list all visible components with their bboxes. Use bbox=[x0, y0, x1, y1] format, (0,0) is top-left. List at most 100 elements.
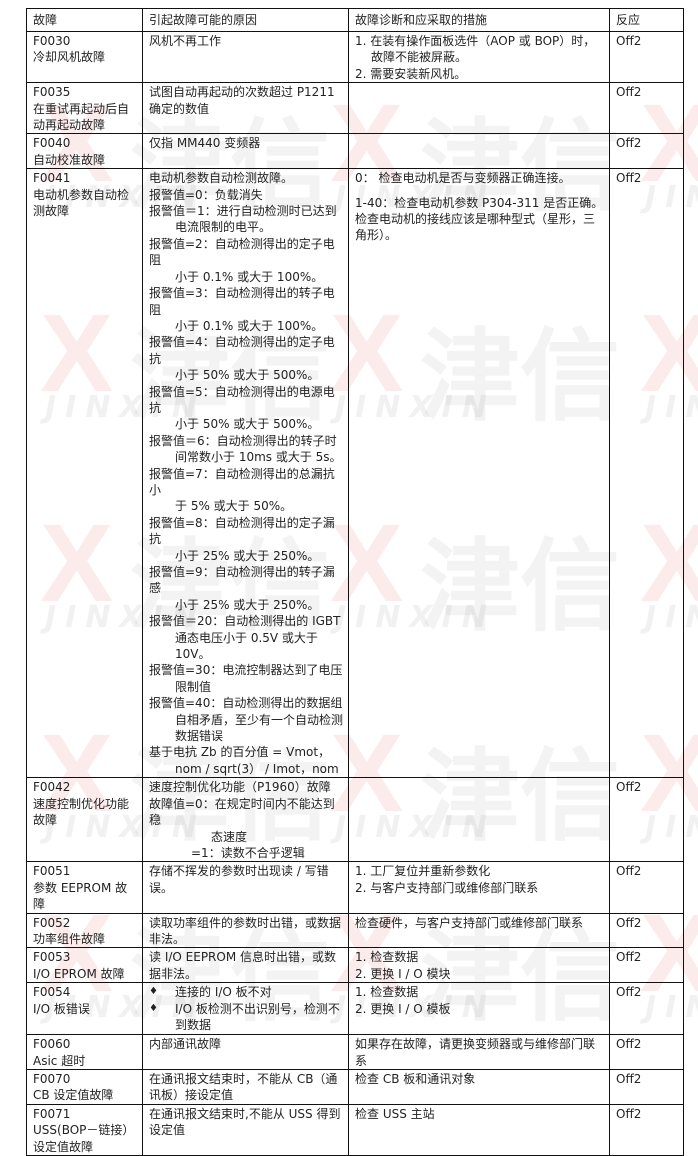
text-line: 自相矛盾，至少有一个自动检测 bbox=[175, 712, 344, 727]
reaction-value: Off2 bbox=[616, 950, 642, 965]
text-line: 电动机参数自动检测故障。 bbox=[149, 171, 294, 186]
table-row: F0042 速度控制优化功能 故障 速度控制优化功能（P1960）故障 故障值=0：在规… bbox=[26, 777, 684, 863]
text-line: 1. 工厂复位并重新参数化 bbox=[355, 864, 491, 879]
reaction-cell: Off2 bbox=[609, 777, 684, 863]
text-line: 报警值=2：自动检测得出的定子电阻 bbox=[149, 236, 335, 268]
fault-code: F0053 bbox=[33, 950, 71, 965]
table-row: F0030 冷却风机故障 风机不再工作 1. 在装有操作面板选件（AOP 或 BOP）… bbox=[26, 30, 684, 84]
header-reaction: 反应 bbox=[609, 8, 684, 32]
text-line: 报警值=3：自动检测得出的转子电阻 bbox=[149, 286, 335, 317]
fault-code: F0041 bbox=[33, 171, 71, 186]
bullet-item: ♦ 连接的 I/O 板不对 bbox=[149, 984, 343, 1000]
fault-code: F0042 bbox=[33, 780, 71, 795]
text-line: 据非法。 bbox=[149, 966, 198, 981]
reaction-cell: Off2 bbox=[609, 912, 684, 949]
bullet-item: ♦ I/O 板检测不出识别号，检测不 到数据 bbox=[149, 1001, 343, 1034]
text-line: 报警值=30：电流控制器达到了电压 bbox=[149, 663, 343, 678]
text-line: =1：读数不合乎逻辑 bbox=[191, 845, 305, 860]
cause-cell: 电动机参数自动检测故障。 报警值=0：负载消失 报警值＝1：进行自动检测时已达到 电流… bbox=[142, 168, 349, 779]
header-cause: 引起故障可能的原因 bbox=[142, 8, 349, 32]
text-line: 报警值=8：自动检测得出的定子漏抗 bbox=[149, 515, 335, 547]
text-line: 报警值=9：自动检测得出的转子漏感 bbox=[149, 565, 335, 596]
text-line: 态速度 bbox=[211, 829, 248, 844]
text-line: 系 bbox=[355, 1053, 368, 1068]
fault-name: 电动机参数自动检 bbox=[33, 187, 130, 202]
cause-cell: 在通讯报文结束时,不能从 USS 得到 设定值 bbox=[142, 1103, 349, 1156]
text-line: 仅指 MM440 变频器 bbox=[149, 136, 261, 151]
action-cell: 1. 在装有操作面板选件（AOP 或 BOP）时， 故障不能被屏蔽。 2. 需要安装… bbox=[348, 30, 610, 84]
text-line: 数据错误 bbox=[175, 729, 224, 744]
text-line: 角形）。 bbox=[355, 228, 398, 243]
reaction-cell: Off2 bbox=[609, 30, 684, 84]
fault-cell: F0060 Asic 超时 bbox=[26, 1034, 143, 1070]
fault-code: F0035 bbox=[33, 85, 71, 100]
fault-cell: F0051 参数 EEPROM 故障 bbox=[26, 861, 143, 914]
text-line: 2. 更换 I / O 模板 bbox=[355, 1001, 451, 1016]
cause-cell: 速度控制优化功能（P1960）故障 故障值=0：在规定时间内不能达到稳 态速度 =1：… bbox=[142, 777, 349, 863]
reaction-cell: Off2 bbox=[609, 82, 684, 135]
diamond-bullet-icon: ♦ bbox=[149, 986, 158, 998]
text-line: 2. 与客户支持部门或维修部门联系 bbox=[355, 880, 539, 895]
table-row: F0052 功率组件故障 读取功率组件的参数时出错，或数据 非法。 检查硬件，与客户支持… bbox=[26, 912, 684, 949]
action-cell: 检查 USS 主站 bbox=[348, 1103, 610, 1156]
table-row: F0060 Asic 超时 内部通讯故障 如果存在故障，请更换变频器或与维修部门联系 O… bbox=[26, 1034, 684, 1070]
action-cell bbox=[348, 777, 610, 863]
table-row: F0040 自动校准故障 仅指 MM440 变频器 Off2 bbox=[26, 133, 684, 170]
text-line: 读 I/O EEPROM 信息时出错，或数 bbox=[149, 950, 337, 965]
text-line: 内部通讯故障 bbox=[149, 1037, 222, 1052]
action-cell: 1. 检查数据 2. 更换 I / O 模板 bbox=[348, 982, 610, 1036]
text-line: 报警值＝6：自动检测得出的转子时 bbox=[149, 433, 337, 448]
text-line: 2. 需要安装新风机。 bbox=[355, 66, 467, 81]
fault-cell: F0035 在重试再起动后自 动再起动故障 bbox=[26, 82, 143, 135]
text-line: 故障值=0：在规定时间内不能达到稳 bbox=[149, 796, 335, 828]
fault-code: F0051 bbox=[33, 864, 71, 879]
fault-name: 冷却风机故障 bbox=[33, 50, 106, 65]
action-cell: 检查 CB 板和通讯对象 bbox=[348, 1068, 610, 1105]
text-line: 检查电动机的接线应该是哪种型式（星形，三 bbox=[355, 212, 596, 227]
fault-name: I/O 板错误 bbox=[33, 1001, 90, 1016]
diamond-bullet-icon: ♦ bbox=[149, 1002, 158, 1014]
reaction-value: Off2 bbox=[616, 85, 642, 100]
reaction-value: Off2 bbox=[616, 1037, 642, 1052]
text-line: 故障不能被屏蔽。 bbox=[371, 50, 468, 65]
text-line: 小于 0.1% 或大于 100%。 bbox=[175, 318, 324, 333]
text-line: 设定值 bbox=[149, 1123, 186, 1138]
fault-cell: F0030 冷却风机故障 bbox=[26, 30, 143, 84]
text-line: 报警值＝20：自动检测得出的 IGBT bbox=[149, 614, 341, 629]
fault-name: Asic 超时 bbox=[33, 1053, 86, 1068]
reaction-cell: Off2 bbox=[609, 168, 684, 779]
fault-code: F0060 bbox=[33, 1037, 71, 1052]
cause-cell: 读取功率组件的参数时出错，或数据 非法。 bbox=[142, 912, 349, 949]
fault-code: F0054 bbox=[33, 985, 71, 1000]
text-line: 小于 50% 或大于 500%。 bbox=[175, 368, 320, 383]
fault-name: 设定值故障 bbox=[33, 1139, 94, 1154]
reaction-value: Off2 bbox=[616, 780, 642, 795]
text-line: 1-40：检查电动机参数 P304-311 是否正确。 bbox=[355, 195, 604, 210]
text-line: 报警值=7：自动检测得出的总漏抗小 bbox=[149, 466, 335, 497]
text-line: 小于 25% 或大于 250%。 bbox=[175, 597, 320, 612]
cause-cell: 存储不挥发的参数时出现读 / 写错 误。 bbox=[142, 861, 349, 914]
text-line: 报警值=40：自动检测得出的数据组 bbox=[149, 696, 343, 711]
text-line: 报警值=0：负载消失 bbox=[149, 187, 263, 202]
action-cell: 检查硬件，与客户支持部门或维修部门联系 bbox=[348, 912, 610, 949]
cause-cell: 仅指 MM440 变频器 bbox=[142, 133, 349, 170]
reaction-value: Off2 bbox=[616, 985, 642, 1000]
text-line: 间常数小于 10ms 或大于 5s。 bbox=[175, 450, 342, 465]
cause-cell: 内部通讯故障 bbox=[142, 1034, 349, 1070]
reaction-cell: Off2 bbox=[609, 1068, 684, 1105]
text-line: 通态电压小于 0.5V 或大于 10V。 bbox=[175, 630, 318, 662]
fault-cell: F0040 自动校准故障 bbox=[26, 133, 143, 170]
fault-cell: F0071 USS(BOP－链接） 设定值故障 bbox=[26, 1103, 143, 1156]
reaction-value: Off2 bbox=[616, 1106, 642, 1121]
text-line: I/O 板检测不出识别号，检测不 bbox=[175, 1001, 340, 1016]
fault-name: 动再起动故障 bbox=[33, 118, 106, 133]
fault-name: USS(BOP－链接） bbox=[33, 1123, 135, 1138]
fault-code: F0071 bbox=[33, 1106, 71, 1121]
reaction-cell: Off2 bbox=[609, 947, 684, 984]
text-line: 如果存在故障，请更换变频器或与维修部门联 bbox=[355, 1037, 596, 1052]
text-line: 报警值=5：自动检测得出的电源电抗 bbox=[149, 384, 335, 415]
fault-code: F0030 bbox=[33, 34, 71, 48]
text-line: 电流限制的电平。 bbox=[175, 220, 272, 235]
fault-code: F0052 bbox=[33, 915, 71, 930]
reaction-value: Off2 bbox=[616, 171, 642, 186]
